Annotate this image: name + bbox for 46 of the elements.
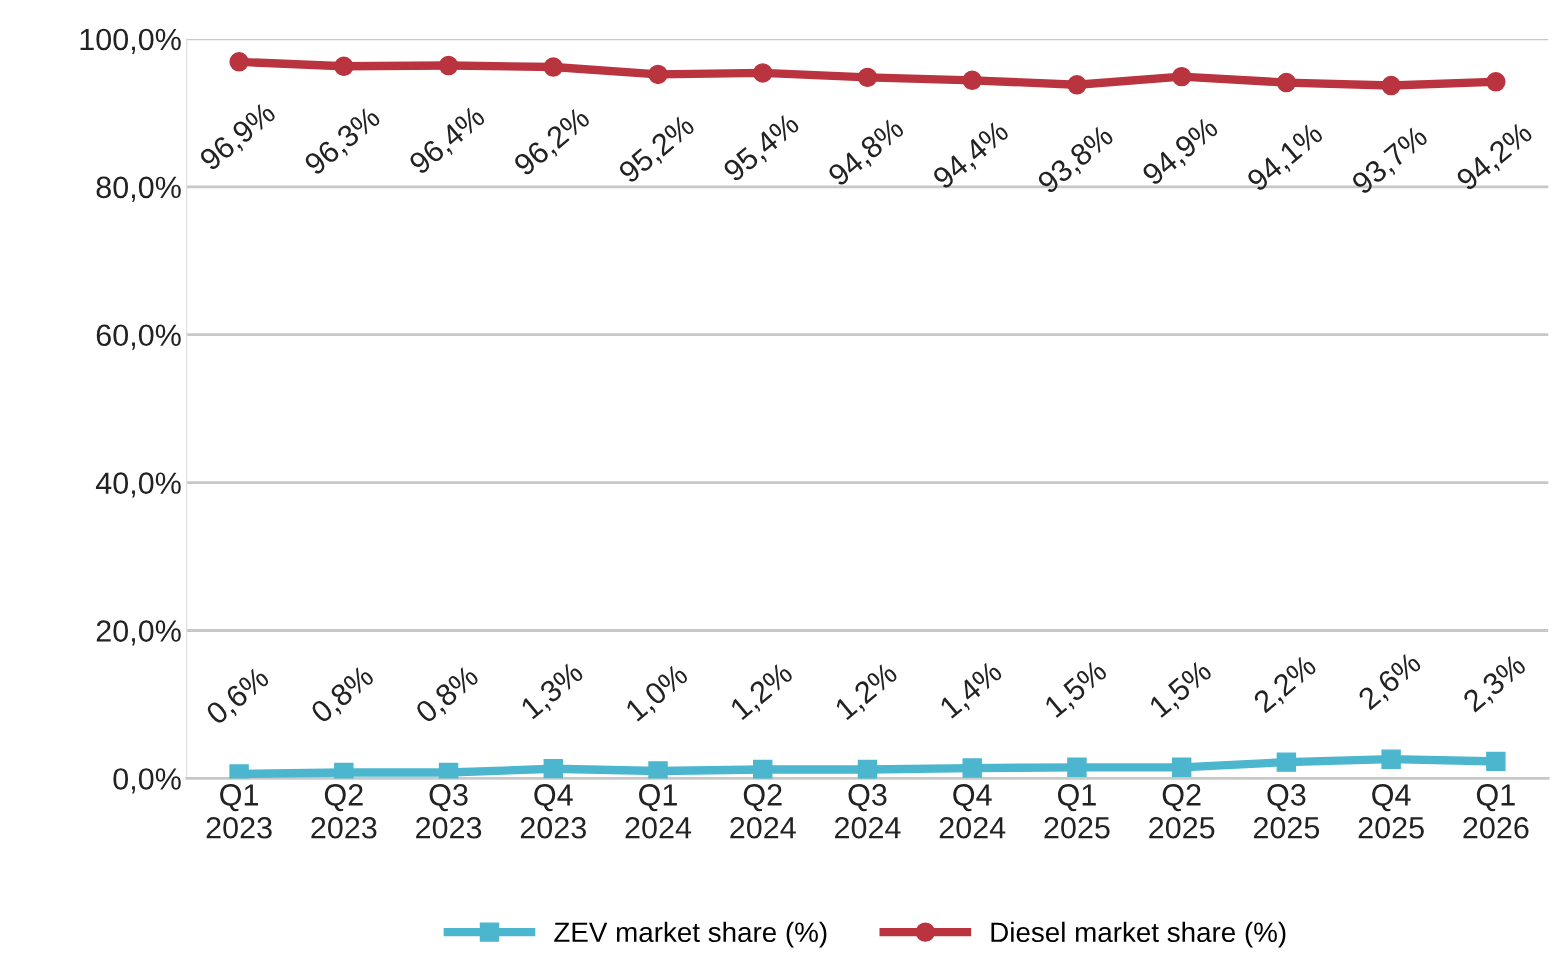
- x-tick-label: Q1 2024: [625, 784, 692, 839]
- point: [753, 63, 773, 83]
- y-tick-label: 0,0%: [113, 768, 181, 794]
- x-tick-label: Q1 2026: [1463, 784, 1529, 839]
- x-tick-label: Q3 2023: [416, 784, 482, 839]
- point: [334, 762, 354, 779]
- point: [648, 761, 668, 779]
- point: [543, 759, 564, 779]
- point: [1171, 66, 1192, 87]
- legend-label: Diesel market share (%): [991, 921, 1286, 948]
- point: [962, 70, 982, 91]
- point: [1276, 752, 1297, 772]
- y-tick-label: 20,0%: [96, 620, 181, 646]
- y-tick-label: 100,0%: [80, 28, 181, 54]
- point: [1381, 749, 1401, 769]
- x-tick-label: Q4 2023: [520, 784, 586, 839]
- point: [962, 758, 982, 778]
- x-tick-label: Q2 2025: [1149, 784, 1215, 839]
- point: [1171, 757, 1192, 778]
- point: [857, 759, 878, 779]
- x-tick-label: Q1 2025: [1044, 784, 1110, 839]
- point: [438, 762, 459, 779]
- point: [1486, 72, 1506, 92]
- point: [1067, 757, 1087, 778]
- point: [648, 64, 668, 85]
- point: [753, 759, 773, 779]
- x-tick-label: Q4 2024: [939, 784, 1006, 839]
- point: [438, 55, 459, 76]
- point: [857, 67, 878, 88]
- y-tick-label: 60,0%: [96, 324, 181, 350]
- y-tick-label: 80,0%: [96, 176, 181, 202]
- point: [229, 52, 249, 72]
- x-tick-label: Q3 2025: [1253, 784, 1320, 839]
- x-tick-label: Q1 2023: [206, 784, 272, 839]
- x-tick-label: Q4 2025: [1358, 784, 1424, 839]
- point: [334, 56, 354, 77]
- y-tick-label: 40,0%: [95, 472, 181, 498]
- point: [1486, 751, 1506, 772]
- point: [1276, 72, 1297, 93]
- x-tick-label: Q2 2023: [311, 784, 377, 839]
- point: [543, 57, 564, 77]
- x-tick-label: Q3 2024: [835, 784, 901, 839]
- point: [1067, 75, 1087, 95]
- x-tick-label: Q2 2024: [730, 784, 796, 839]
- point: [1381, 75, 1401, 96]
- legend-label: ZEV market share (%): [554, 921, 827, 948]
